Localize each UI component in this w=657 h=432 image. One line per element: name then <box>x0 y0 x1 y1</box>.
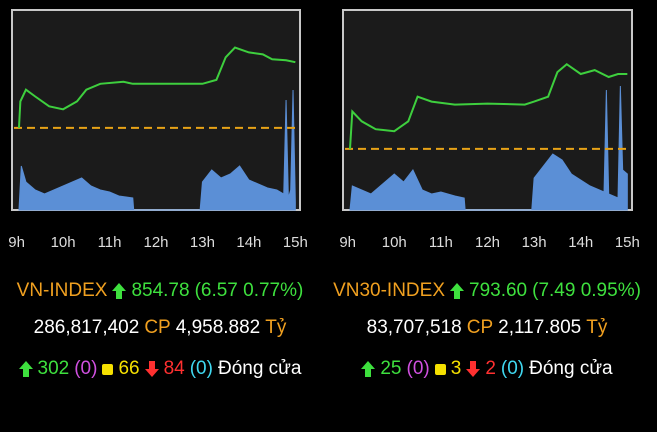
market-status: Đóng cửa <box>529 358 613 379</box>
index-line <box>348 62 628 149</box>
shares-volume: 83,707,518 <box>366 317 462 338</box>
summary-row: 286,817,402 CP 4,958.882 Tỷ <box>0 317 324 339</box>
x-tick-label: 10h <box>51 234 76 251</box>
charts: 9h 10h 11h 12h 13h 14h 15h 9h 10h 11h 12h 13h 14h 15h <box>8 9 640 251</box>
x-tick-label: 12h <box>143 234 168 251</box>
traded-unit: Tỷ <box>265 317 287 338</box>
x-tick-label: 11h <box>98 234 122 251</box>
x-tick-label: 13h <box>190 234 215 251</box>
summary-row: VN30-INDEX 793.60 (7.49 0.95%) <box>323 280 651 302</box>
market-status: Đóng cửa <box>217 358 302 379</box>
ceiling-count: (0) <box>406 358 430 379</box>
unchanged-icon <box>434 363 446 375</box>
plot-area <box>342 9 633 211</box>
plot-area <box>11 9 301 211</box>
up-arrow <box>18 361 33 377</box>
index-name: VN-INDEX <box>16 280 108 301</box>
unchanged: 66 <box>118 358 140 379</box>
index-change: (7.49 0.95%) <box>532 280 641 301</box>
floor-count: (0) <box>500 358 525 379</box>
index-price: 854.78 <box>131 280 190 301</box>
volume-area <box>18 89 296 211</box>
x-tick-label: 11h <box>429 234 453 251</box>
shares-unit: CP <box>466 317 494 338</box>
index-change: (6.57 0.77%) <box>194 280 304 301</box>
x-tick-label: 15h <box>615 234 640 251</box>
x-tick-label: 9h <box>8 234 25 251</box>
x-tick-label: 10h <box>382 234 407 251</box>
x-tick-label: 14h <box>236 234 261 251</box>
summary-row: VN-INDEX 854.78 (6.57 0.77%) <box>0 280 324 302</box>
down-arrow <box>144 361 159 377</box>
declines: 2 <box>485 358 496 379</box>
up-arrow <box>112 283 127 299</box>
unchanged: 3 <box>450 358 462 379</box>
x-tick-label: 14h <box>568 234 593 251</box>
traded-unit: Tỷ <box>586 317 608 338</box>
shares-unit: CP <box>144 317 171 338</box>
summary-row: 25 (0) 3 2 (0) Đóng cửa <box>323 358 651 380</box>
volume-area <box>349 85 628 211</box>
x-tick-label: 12h <box>475 234 500 251</box>
down-arrow <box>466 361 481 377</box>
ceiling-count: (0) <box>74 358 98 379</box>
x-tick-label: 15h <box>283 234 308 251</box>
index-price: 793.60 <box>469 280 528 301</box>
x-tick-label: 9h <box>339 234 356 251</box>
floor-count: (0) <box>189 358 213 379</box>
traded-value: 4,958.882 <box>175 317 261 338</box>
index-line <box>17 46 296 128</box>
advances: 302 <box>37 358 70 379</box>
traded-value: 2,117.805 <box>498 317 582 338</box>
index-name: VN30-INDEX <box>333 280 445 301</box>
up-arrow <box>361 361 376 377</box>
advances: 25 <box>380 358 402 379</box>
summary-row: 83,707,518 CP 2,117.805 Tỷ <box>323 317 651 339</box>
declines: 84 <box>163 358 185 379</box>
unchanged-icon <box>102 363 114 375</box>
shares-volume: 286,817,402 <box>33 317 140 338</box>
up-arrow <box>450 283 464 299</box>
summary-row: 302 (0) 66 84 (0) Đóng cửa <box>0 358 324 380</box>
x-tick-label: 13h <box>522 234 547 251</box>
